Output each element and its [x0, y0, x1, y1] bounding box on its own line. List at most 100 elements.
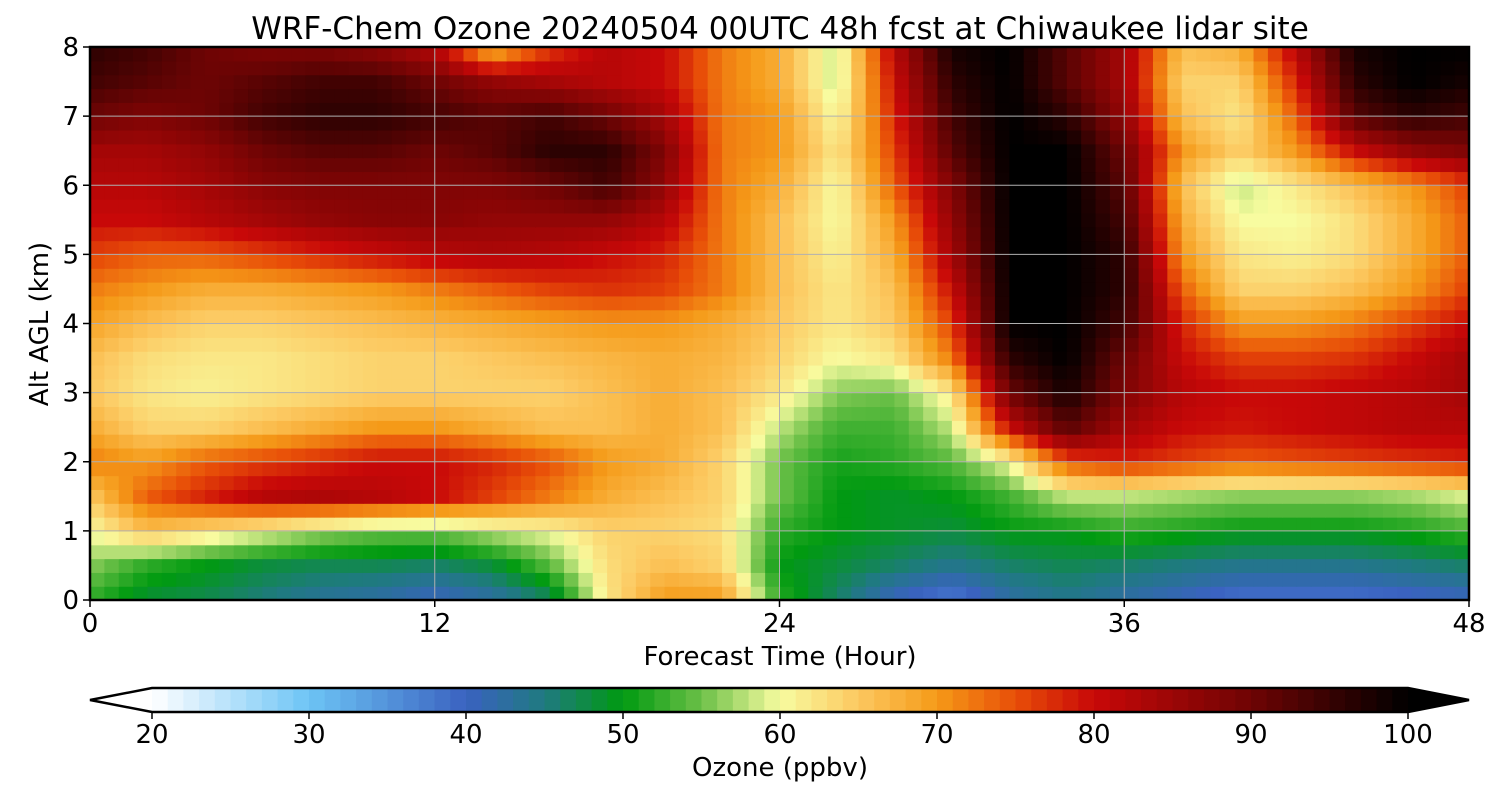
heatmap-cell [118, 517, 134, 532]
heatmap-cell [1411, 447, 1427, 463]
heatmap-cell [305, 129, 321, 145]
heatmap-cell [1152, 226, 1168, 242]
heatmap-cell [334, 420, 350, 435]
heatmap-cell [1253, 199, 1269, 214]
heatmap-cell [348, 143, 364, 159]
heatmap-cell [793, 517, 809, 532]
heatmap-cell [1081, 47, 1097, 62]
heatmap-cell [1339, 74, 1355, 90]
heatmap-cell [291, 503, 307, 518]
heatmap-cell [1368, 503, 1384, 518]
heatmap-cell [1296, 240, 1312, 255]
heatmap-cell [994, 212, 1010, 228]
heatmap-cell [420, 392, 436, 408]
heatmap-cell [693, 586, 709, 600]
heatmap-cell [1239, 364, 1255, 380]
heatmap-cell [865, 530, 881, 546]
heatmap-cell [1181, 489, 1197, 504]
heatmap-cell [592, 364, 608, 380]
heatmap-cell [520, 226, 536, 242]
heatmap-cell [1181, 420, 1197, 435]
heatmap-cell [664, 378, 680, 394]
heatmap-cell [1339, 517, 1355, 532]
heatmap-cell [851, 226, 867, 242]
heatmap-cell [434, 434, 450, 449]
colorbar-segment [842, 688, 859, 712]
heatmap-cell [1181, 102, 1197, 117]
heatmap-cell [291, 337, 307, 352]
heatmap-cell [592, 295, 608, 311]
heatmap-cell [219, 295, 235, 311]
heatmap-cell [607, 240, 623, 255]
heatmap-cell [1167, 406, 1183, 421]
heatmap-cell [248, 240, 263, 255]
heatmap-cell [1038, 143, 1054, 159]
heatmap-cell [334, 226, 350, 242]
heatmap-cell [1253, 254, 1269, 269]
heatmap-cell [1066, 517, 1082, 532]
heatmap-cell [477, 254, 493, 269]
heatmap-cell [147, 420, 163, 435]
heatmap-cell [865, 420, 881, 435]
heatmap-cell [1038, 116, 1054, 131]
heatmap-cell [1124, 558, 1140, 573]
heatmap-cell [204, 88, 220, 103]
heatmap-cell [1124, 268, 1140, 283]
heatmap-cell [449, 185, 465, 200]
heatmap-cell [578, 74, 594, 90]
heatmap-cell [894, 185, 910, 200]
heatmap-cell [276, 406, 292, 421]
heatmap-cell [406, 558, 421, 573]
heatmap-cell [420, 586, 436, 600]
heatmap-cell [1411, 88, 1427, 103]
heatmap-cell [305, 199, 321, 214]
heatmap-cell [578, 157, 594, 173]
heatmap-cell [118, 226, 134, 242]
heatmap-cell [1167, 434, 1183, 449]
heatmap-cell [607, 185, 623, 200]
heatmap-cell [219, 129, 235, 145]
heatmap-cell [693, 240, 709, 255]
heatmap-cell [822, 88, 838, 103]
heatmap-cell [1095, 503, 1111, 518]
heatmap-cell [564, 420, 579, 435]
heatmap-cell [578, 199, 594, 214]
heatmap-cell [104, 323, 120, 338]
heatmap-cell [1109, 337, 1125, 352]
heatmap-cell [334, 185, 350, 200]
heatmap-cell [1138, 212, 1154, 228]
heatmap-cell [1023, 212, 1039, 228]
heatmap-cell [204, 157, 220, 173]
heatmap-cell [463, 240, 479, 255]
heatmap-cell [549, 129, 565, 145]
heatmap-cell [994, 116, 1010, 131]
heatmap-cell [506, 461, 522, 477]
heatmap-cell [449, 475, 465, 490]
heatmap-cell [291, 364, 307, 380]
heatmap-cell [1354, 102, 1370, 117]
heatmap-cell [133, 351, 149, 366]
heatmap-cell [1152, 116, 1168, 131]
heatmap-cell [190, 434, 206, 449]
heatmap-cell [362, 503, 378, 518]
heatmap-cell [377, 586, 393, 600]
heatmap-cell [1167, 378, 1183, 394]
heatmap-cell [621, 47, 637, 62]
heatmap-cell [808, 254, 824, 269]
heatmap-cell [1066, 254, 1082, 269]
heatmap-cell [348, 586, 364, 600]
heatmap-cell [707, 116, 723, 131]
heatmap-cell [219, 489, 235, 504]
heatmap-cell [1081, 157, 1097, 173]
heatmap-cell [880, 185, 896, 200]
heatmap-cell [291, 434, 307, 449]
heatmap-cell [1253, 185, 1269, 200]
heatmap-cell [506, 282, 522, 297]
heatmap-cell [492, 143, 508, 159]
heatmap-cell [1440, 447, 1456, 463]
heatmap-cell [994, 434, 1010, 449]
heatmap-cell [937, 475, 953, 490]
heatmap-cell [1310, 171, 1326, 186]
heatmap-cell [305, 351, 321, 366]
heatmap-cell [836, 116, 852, 131]
